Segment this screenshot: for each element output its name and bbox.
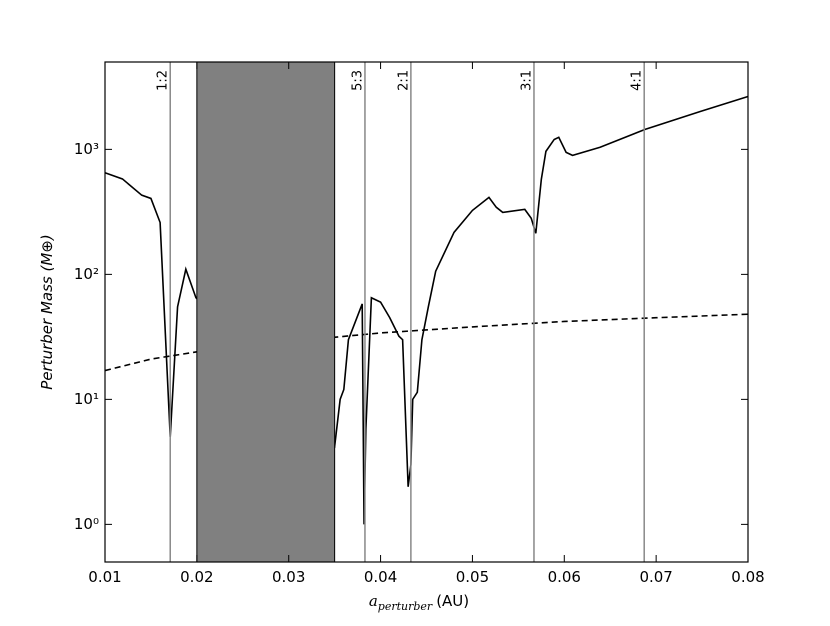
x-label-symbol: a (369, 592, 378, 610)
x-tick-label: 0.04 (364, 568, 397, 586)
x-tick-label: 0.07 (639, 568, 672, 586)
x-label-unit: (AU) (436, 592, 469, 610)
resonance-label: 2:1 (396, 70, 411, 91)
y-tick-label: 10³ (74, 140, 99, 158)
x-tick-label: 0.01 (88, 568, 121, 586)
y-tick-label: 10¹ (74, 390, 99, 408)
dashed-line (104, 313, 749, 372)
x-label-subscript: perturber (378, 600, 433, 613)
plot-area (104, 61, 749, 563)
x-tick-label: 0.02 (180, 568, 213, 586)
x-tick-label: 0.06 (548, 568, 581, 586)
x-axis-label: aperturber (AU) (369, 592, 469, 613)
x-tick-label: 0.08 (731, 568, 764, 586)
resonance-label: 3:1 (519, 70, 534, 91)
y-axis-label: Perturber Mass (M⊕) (38, 234, 56, 389)
solid-line (104, 95, 749, 525)
plot-frame (104, 61, 749, 563)
x-tick-label: 0.05 (456, 568, 489, 586)
resonance-label: 1:2 (156, 70, 171, 91)
resonance-label: 4:1 (630, 70, 645, 91)
x-tick-label: 0.03 (272, 568, 305, 586)
y-tick-label: 10² (74, 265, 99, 283)
shaded-region (196, 61, 336, 563)
y-tick-label: 10⁰ (74, 515, 99, 533)
resonance-label: 5:3 (350, 70, 365, 91)
